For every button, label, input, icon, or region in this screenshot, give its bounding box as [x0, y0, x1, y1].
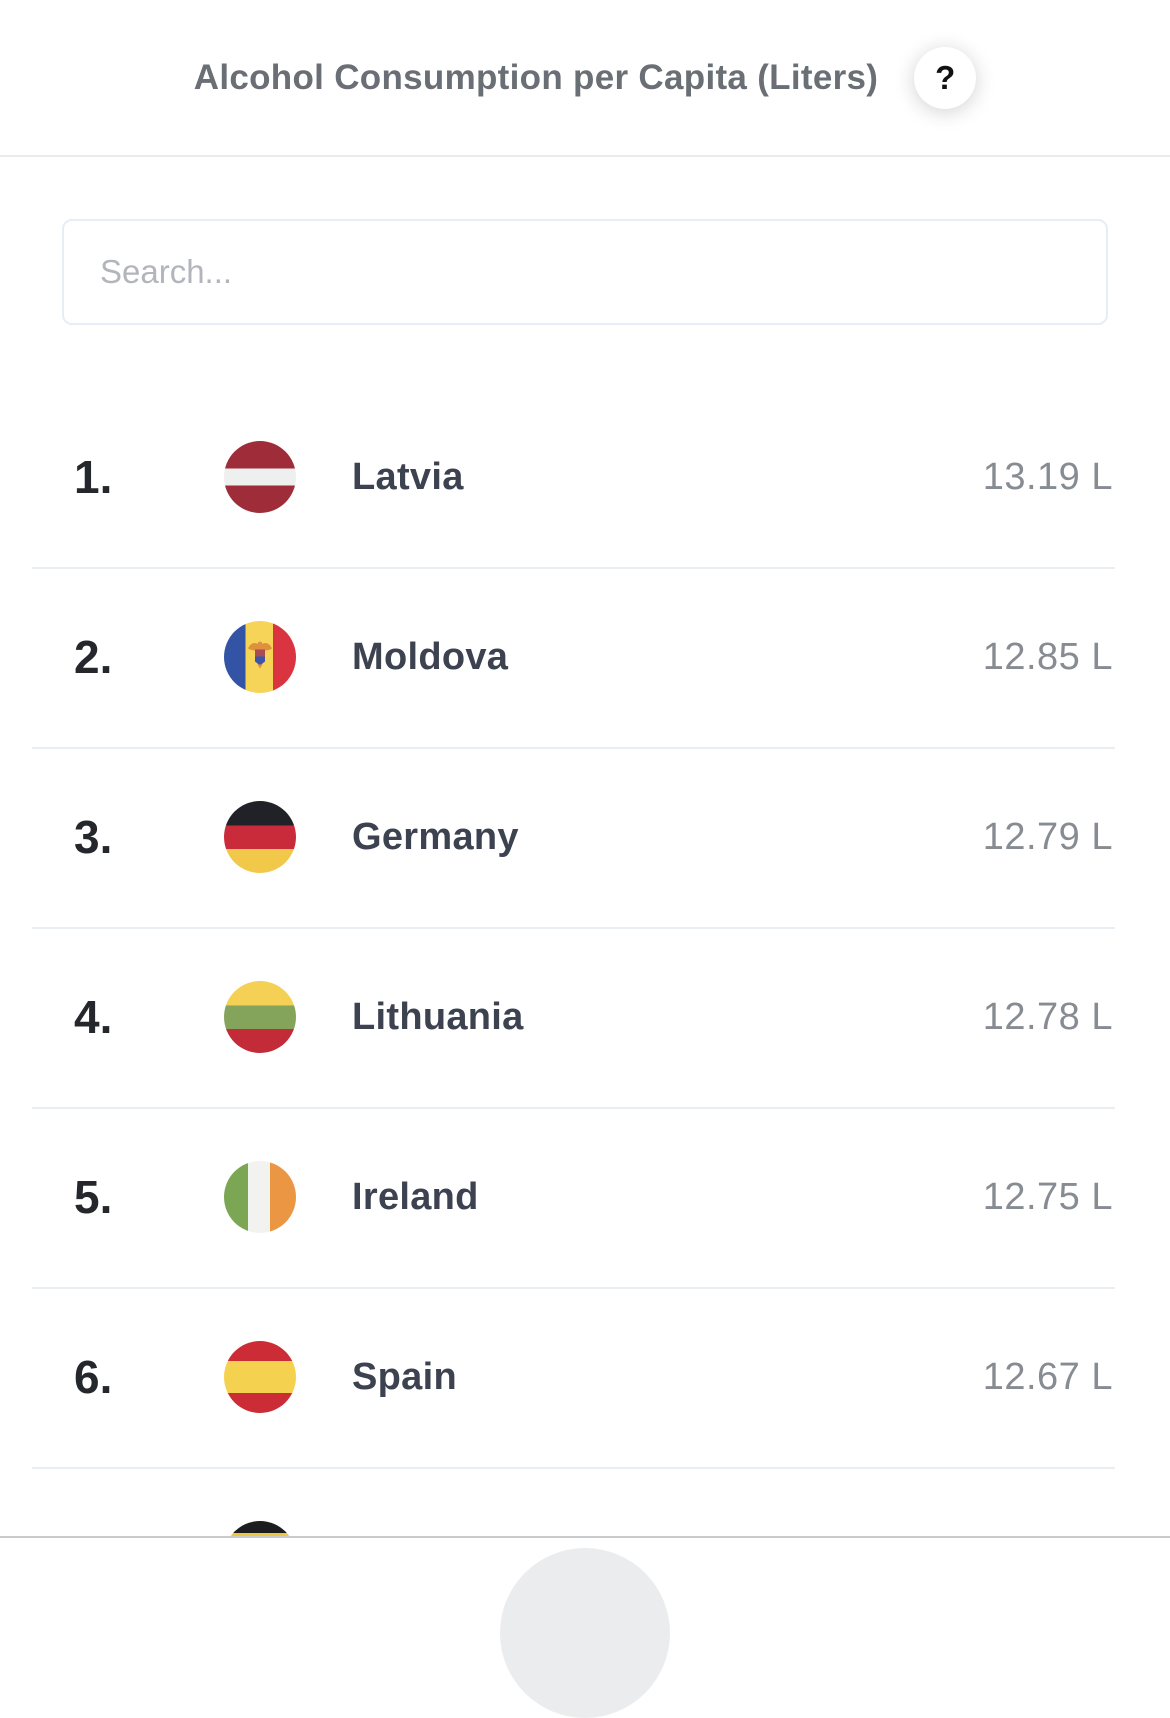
country-name: Latvia [352, 455, 464, 498]
moldova-eagle-icon [247, 639, 273, 676]
rank-number: 6. [74, 1351, 113, 1403]
rank-number: 5. [74, 1171, 113, 1223]
rank-number: 1. [74, 451, 113, 503]
widget-header: Alcohol Consumption per Capita (Liters) … [0, 0, 1170, 157]
ranking-row[interactable]: 5. Ireland 12.75 L [0, 1107, 1170, 1287]
row-divider [32, 1107, 1115, 1109]
country-name: Germany [352, 815, 519, 858]
country-name: Ireland [352, 1175, 479, 1218]
ranking-row[interactable]: 2. Moldova 12.85 L [0, 567, 1170, 747]
rank-number: 4. [74, 991, 113, 1043]
widget-title: Alcohol Consumption per Capita (Liters) [193, 57, 879, 97]
row-divider [32, 1287, 1115, 1289]
row-divider [32, 927, 1115, 929]
ranking-widget: Alcohol Consumption per Capita (Liters) … [0, 0, 1170, 1538]
rank-number: 3. [74, 811, 113, 863]
row-divider [32, 1467, 1115, 1469]
country-name: Spain [352, 1355, 457, 1398]
ireland-flag-icon [224, 1161, 296, 1233]
rank-number: 2. [74, 631, 113, 683]
spain-flag-icon [224, 1341, 296, 1413]
partial-logo-circle [500, 1548, 670, 1718]
ranking-list: 1. Latvia 13.19 L 2. Moldova 12.85 L 3. … [0, 387, 1170, 1538]
row-divider [32, 747, 1115, 749]
latvia-flag-icon [224, 441, 296, 513]
country-name: Lithuania [352, 995, 524, 1038]
consumption-value: 13.19 L [982, 455, 1113, 498]
help-button[interactable]: ? [914, 46, 977, 109]
consumption-value: 12.75 L [982, 1175, 1113, 1218]
consumption-value: 12.78 L [982, 995, 1113, 1038]
uganda-flag-icon [224, 1521, 296, 1538]
lithuania-flag-icon [224, 981, 296, 1053]
widget-bottom-border [0, 1536, 1170, 1538]
consumption-value: 12.79 L [982, 815, 1113, 858]
search-input[interactable] [62, 219, 1108, 325]
row-divider [32, 567, 1115, 569]
ranking-row[interactable]: 6. Spain 12.67 L [0, 1287, 1170, 1467]
ranking-row[interactable]: 4. Lithuania 12.78 L [0, 927, 1170, 1107]
country-name: Moldova [352, 635, 509, 678]
consumption-value: 12.85 L [982, 635, 1113, 678]
ranking-row[interactable]: 3. Germany 12.79 L [0, 747, 1170, 927]
moldova-flag-icon [224, 621, 296, 693]
search-container [0, 157, 1170, 325]
ranking-row[interactable]: 1. Latvia 13.19 L [0, 387, 1170, 567]
consumption-value: 12.67 L [982, 1355, 1113, 1398]
germany-flag-icon [224, 801, 296, 873]
ranking-row[interactable] [0, 1467, 1170, 1538]
